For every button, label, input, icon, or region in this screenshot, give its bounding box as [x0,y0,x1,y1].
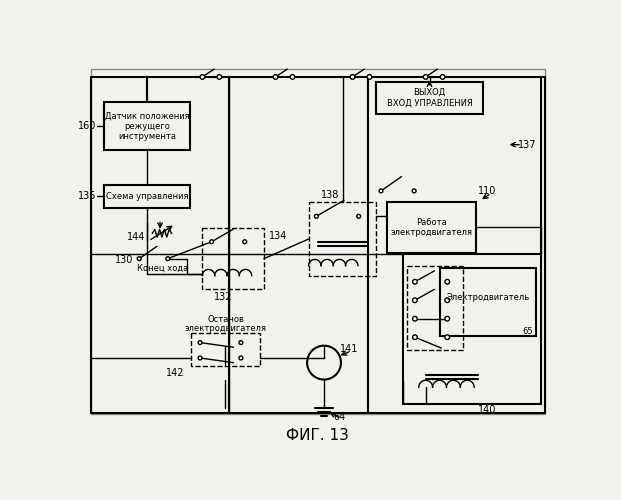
Circle shape [412,298,417,302]
Circle shape [198,340,202,344]
Text: 132: 132 [214,292,232,302]
Text: ВХОД УПРАВЛЕНИЯ: ВХОД УПРАВЛЕНИЯ [387,98,473,108]
Text: 135: 135 [78,192,96,202]
Text: 134: 134 [269,230,287,240]
Bar [440,268,536,336]
Circle shape [273,74,278,79]
Text: Останов: Останов [207,315,244,324]
Text: инструмента: инструмента [118,132,176,140]
Bar [376,82,483,114]
Circle shape [412,335,417,340]
Circle shape [445,316,450,321]
Text: 138: 138 [321,190,340,200]
Circle shape [243,240,247,244]
Circle shape [440,74,445,79]
Text: Схема управления: Схема управления [106,192,188,201]
Text: Электродвигатель: Электродвигатель [446,294,529,302]
Text: ФИГ. 13: ФИГ. 13 [286,428,350,444]
Text: 144: 144 [127,232,145,242]
Text: режущего: режущего [124,122,170,130]
Text: 140: 140 [478,406,496,415]
Bar [104,184,190,208]
Text: 160: 160 [78,121,96,131]
Text: ВЫХОД: ВЫХОД [414,88,446,97]
Circle shape [239,340,243,344]
Circle shape [424,74,428,79]
Circle shape [290,74,295,79]
Circle shape [166,256,170,260]
Circle shape [314,214,318,218]
Text: 137: 137 [518,140,537,149]
Circle shape [217,74,222,79]
Bar [91,69,545,414]
Text: 142: 142 [166,368,184,378]
Circle shape [356,214,361,218]
Circle shape [379,189,383,193]
Text: Датчик положения: Датчик положения [104,112,189,120]
Circle shape [239,356,243,360]
Circle shape [210,240,214,244]
Text: электродвигателя: электродвигателя [391,228,473,237]
Circle shape [412,316,417,321]
Bar [202,228,264,290]
Text: 64: 64 [333,412,345,422]
Text: 65: 65 [522,326,533,336]
Circle shape [412,280,417,284]
Circle shape [367,74,372,79]
Circle shape [137,256,141,260]
Bar [407,266,463,349]
Bar [191,334,260,366]
Text: Конец хода: Конец хода [137,264,188,272]
Text: 110: 110 [478,186,496,196]
Text: 130: 130 [115,255,133,265]
Circle shape [445,280,450,284]
Bar [104,102,190,150]
Text: Работа: Работа [416,218,447,226]
Text: электродвигателя: электродвигателя [184,324,266,333]
Circle shape [350,74,355,79]
Circle shape [200,74,205,79]
Circle shape [445,335,450,340]
Circle shape [198,356,202,360]
Bar [387,202,476,252]
Circle shape [445,298,450,302]
Text: 141: 141 [340,344,358,354]
Bar [402,254,541,404]
Circle shape [412,189,416,193]
Bar [309,202,376,276]
